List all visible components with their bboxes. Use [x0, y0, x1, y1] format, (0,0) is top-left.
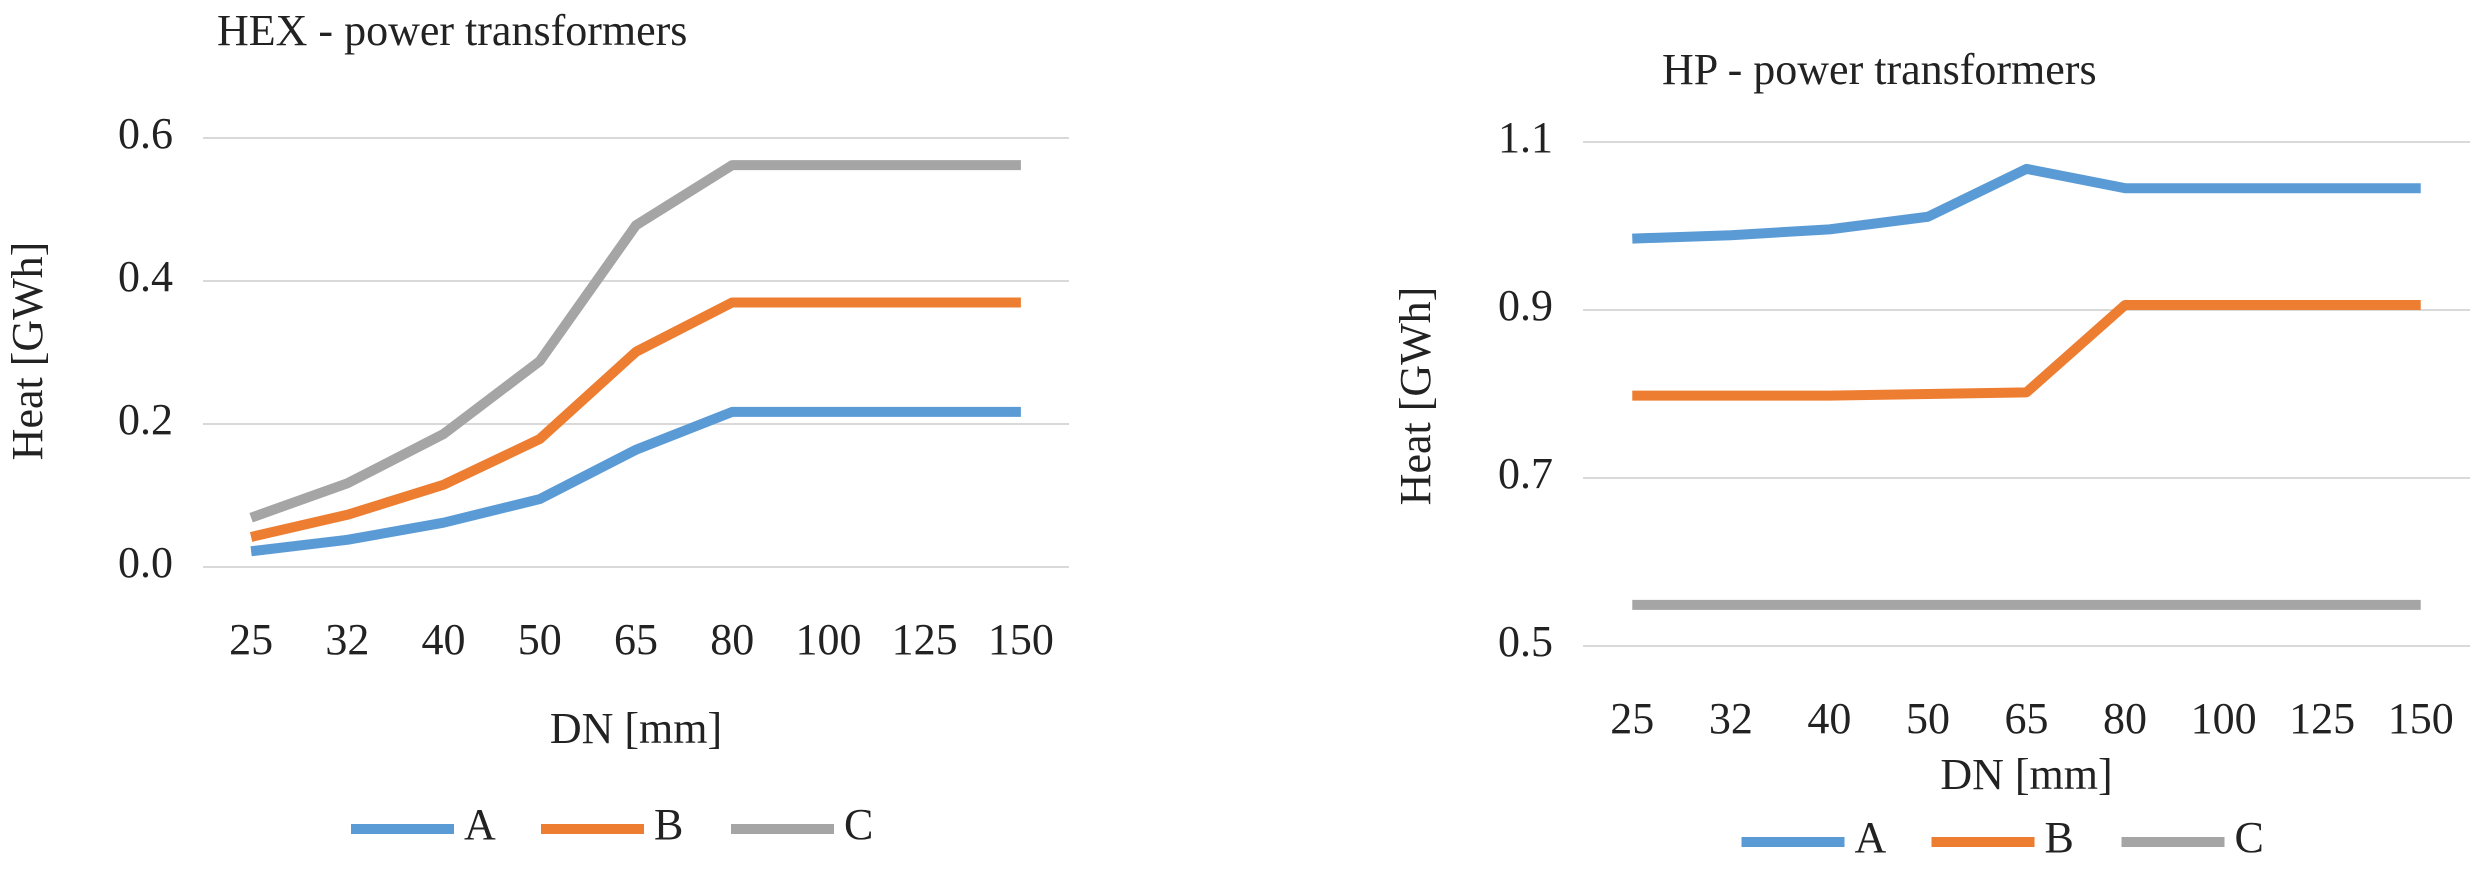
x-tick-label: 65 — [2005, 694, 2049, 743]
y-tick-label: 1.1 — [1498, 113, 1553, 162]
x-tick-label: 25 — [1610, 694, 1654, 743]
x-tick-label: 32 — [325, 615, 369, 664]
legend-label: B — [2045, 813, 2074, 862]
x-tick-label: 65 — [614, 615, 658, 664]
x-tick-label: 40 — [1807, 694, 1851, 743]
legend-label: C — [2235, 813, 2264, 862]
x-tick-label: 150 — [2388, 694, 2454, 743]
x-axis-title: DN [mm] — [1940, 750, 2112, 799]
y-tick-label: 0.7 — [1498, 449, 1553, 498]
x-tick-label: 125 — [2289, 694, 2355, 743]
x-tick-label: 100 — [795, 615, 861, 664]
data-line — [1632, 299, 2421, 401]
x-tick-label: 32 — [1709, 694, 1753, 743]
x-tick-label: 80 — [710, 615, 754, 664]
x-tick-label: 50 — [518, 615, 562, 664]
legend-label: C — [844, 800, 873, 849]
legend-label: A — [464, 800, 496, 849]
y-tick-label: 0.0 — [118, 538, 173, 587]
legend-label: A — [1855, 813, 1887, 862]
legend-label: B — [654, 800, 683, 849]
x-tick-label: 125 — [892, 615, 958, 664]
data-line — [1632, 163, 2421, 244]
x-tick-label: 25 — [229, 615, 273, 664]
x-tick-label: 80 — [2103, 694, 2147, 743]
data-line — [250, 406, 1021, 557]
x-tick-label: 40 — [422, 615, 466, 664]
data-line — [249, 297, 1021, 542]
x-tick-label: 50 — [1906, 694, 1950, 743]
y-tick-label: 0.6 — [118, 109, 173, 158]
y-tick-label: 0.9 — [1498, 281, 1553, 330]
y-axis-title: Heat [GWh] — [1391, 287, 1440, 506]
x-axis-title: DN [mm] — [550, 704, 722, 753]
chart-title: HP - power transformers — [1662, 45, 2097, 94]
x-tick-label: 100 — [2191, 694, 2257, 743]
y-tick-label: 0.2 — [118, 395, 173, 444]
y-tick-label: 0.4 — [118, 252, 173, 301]
y-axis-title: Heat [GWh] — [3, 242, 52, 461]
y-tick-label: 0.5 — [1498, 617, 1553, 666]
chart-title: HEX - power transformers — [217, 6, 687, 55]
data-line — [249, 160, 1021, 523]
x-tick-label: 150 — [988, 615, 1054, 664]
